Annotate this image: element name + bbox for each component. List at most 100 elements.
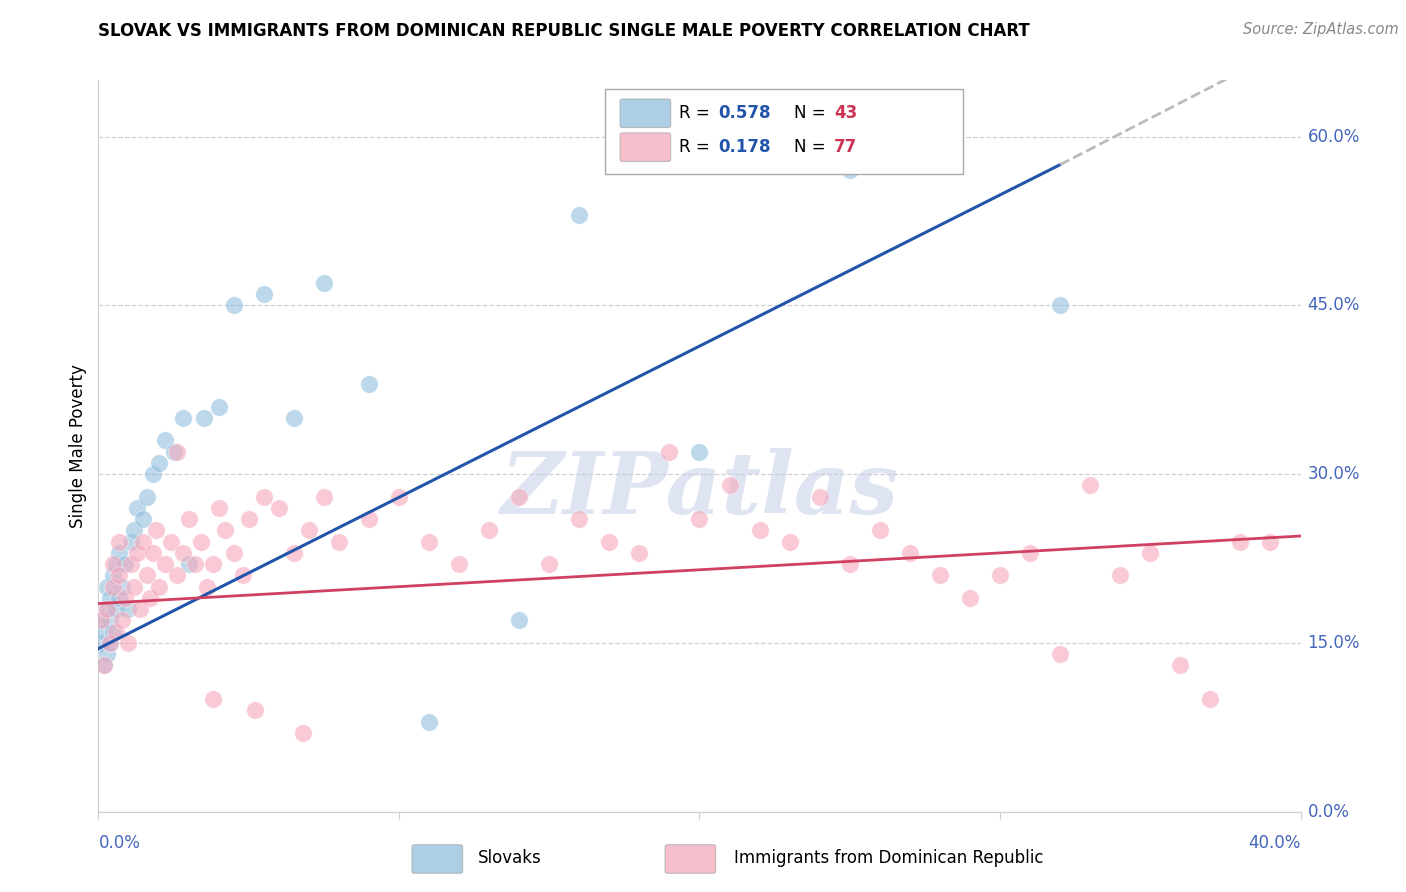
Point (96, 602, 118, 616)
Text: N =: N = (794, 138, 831, 156)
Point (105, 602, 128, 616)
Point (132, 534, 155, 549)
Point (100, 636, 122, 650)
Point (114, 557, 136, 571)
Text: 30.0%: 30.0% (1308, 465, 1360, 483)
Text: ZIPatlas: ZIPatlas (501, 448, 898, 532)
Point (988, 568, 1011, 582)
Text: Source: ZipAtlas.com: Source: ZipAtlas.com (1243, 22, 1399, 37)
Point (478, 524, 501, 538)
Point (779, 534, 801, 549)
Point (418, 534, 440, 549)
Point (103, 624, 125, 639)
Point (838, 557, 860, 571)
Point (129, 602, 152, 616)
Point (1139, 546, 1161, 560)
Point (111, 580, 134, 594)
Point (166, 444, 188, 458)
Point (253, 490, 276, 504)
Point (283, 546, 305, 560)
Point (838, 163, 860, 178)
Text: SLOVAK VS IMMIGRANTS FROM DOMINICAN REPUBLIC SINGLE MALE POVERTY CORRELATION CHA: SLOVAK VS IMMIGRANTS FROM DOMINICAN REPU… (98, 22, 1031, 40)
Point (1049, 298, 1071, 312)
Point (193, 410, 215, 425)
Point (100, 636, 122, 650)
Text: R =: R = (679, 138, 716, 156)
Point (283, 410, 305, 425)
Point (108, 568, 131, 582)
Point (508, 614, 530, 628)
Point (124, 524, 146, 538)
Point (598, 534, 620, 549)
Point (1109, 568, 1132, 582)
Point (357, 512, 380, 526)
Point (388, 490, 411, 504)
Point (135, 568, 157, 582)
Point (117, 636, 139, 650)
Text: Slovaks: Slovaks (478, 849, 541, 867)
Point (929, 568, 952, 582)
Text: Immigrants from Dominican Republic: Immigrants from Dominican Republic (734, 849, 1043, 867)
Text: 43: 43 (834, 104, 858, 122)
Point (748, 524, 770, 538)
Point (243, 703, 266, 717)
Text: 15.0%: 15.0% (1308, 634, 1360, 652)
Text: 45.0%: 45.0% (1308, 296, 1360, 314)
Y-axis label: Single Male Poverty: Single Male Poverty (69, 364, 87, 528)
Point (162, 444, 184, 458)
Point (869, 524, 891, 538)
Point (357, 377, 380, 392)
Point (222, 546, 245, 560)
Point (447, 557, 470, 571)
Point (1049, 647, 1071, 661)
Point (718, 478, 741, 492)
Point (190, 534, 212, 549)
Point (90, 614, 112, 628)
Point (96, 602, 118, 616)
Point (1078, 478, 1101, 492)
Point (898, 546, 921, 560)
Point (93, 658, 115, 673)
Point (138, 591, 160, 605)
Point (1229, 534, 1251, 549)
Point (1170, 658, 1192, 673)
Point (141, 546, 163, 560)
Point (628, 546, 651, 560)
Point (568, 512, 591, 526)
Point (312, 276, 335, 290)
Point (148, 456, 170, 470)
Point (148, 580, 170, 594)
Text: 40.0%: 40.0% (1249, 834, 1301, 852)
Point (90, 636, 112, 650)
Point (145, 524, 167, 538)
Point (124, 580, 146, 594)
Point (253, 287, 276, 301)
Point (201, 692, 224, 706)
Point (90, 614, 112, 628)
Point (177, 512, 200, 526)
Point (688, 444, 710, 458)
Text: 77: 77 (834, 138, 858, 156)
Point (93, 658, 115, 673)
Point (100, 614, 122, 628)
Point (183, 557, 205, 571)
Point (103, 568, 125, 582)
Point (103, 580, 125, 594)
Point (100, 591, 122, 605)
Point (1199, 692, 1222, 706)
Point (153, 557, 176, 571)
Point (195, 580, 218, 594)
Point (108, 591, 131, 605)
Point (105, 624, 128, 639)
Point (238, 512, 260, 526)
Point (959, 591, 981, 605)
Point (688, 512, 710, 526)
Point (568, 208, 591, 222)
Point (108, 534, 131, 549)
Text: N =: N = (794, 104, 831, 122)
Point (267, 500, 290, 515)
Point (127, 500, 149, 515)
Point (159, 534, 181, 549)
Point (201, 557, 224, 571)
Point (538, 557, 561, 571)
